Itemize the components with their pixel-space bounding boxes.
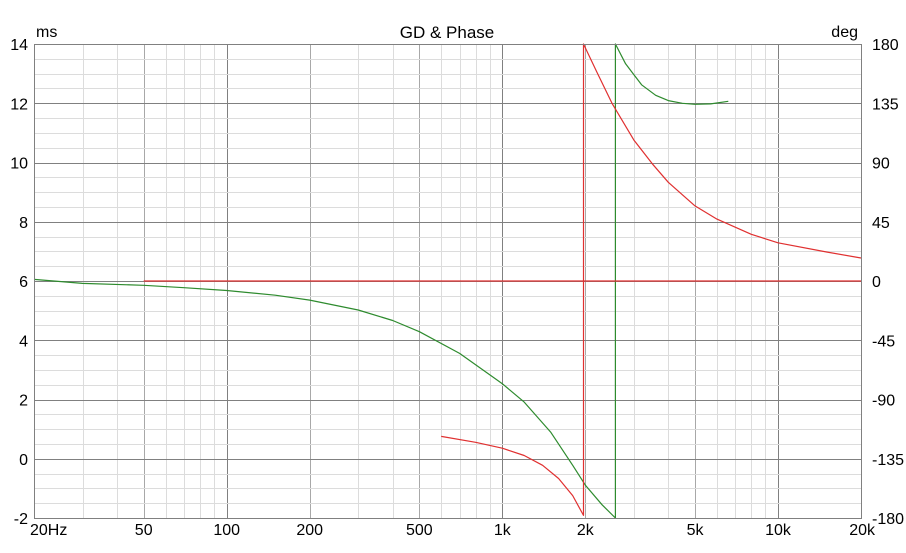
y-left-tick-label: 2 <box>19 393 28 410</box>
x-tick-label: 5k <box>687 522 705 539</box>
y-right-tick-label: -135 <box>872 452 904 469</box>
y-left-tick-label: -2 <box>14 511 28 528</box>
x-tick-label: 20k <box>849 522 876 539</box>
x-tick-label: 500 <box>406 522 433 539</box>
y-right-tick-label: -90 <box>872 393 895 410</box>
x-tick-label: 100 <box>213 522 240 539</box>
right-axis-unit: deg <box>831 24 858 41</box>
y-left-tick-label: 8 <box>19 215 28 232</box>
series-line-1 <box>33 43 729 519</box>
y-left-tick-label: 0 <box>19 452 28 469</box>
x-tick-label: 10k <box>765 522 792 539</box>
left-axis-unit: ms <box>36 24 57 41</box>
series-group <box>33 43 862 519</box>
y-left-tick-label: 6 <box>19 274 28 291</box>
y-right-tick-label: 0 <box>872 274 881 291</box>
y-right-tick-label: 135 <box>872 96 899 113</box>
y-right-tick-label: -45 <box>872 333 895 350</box>
y-right-tick-label: 45 <box>872 215 890 232</box>
x-tick-label: 2k <box>577 522 595 539</box>
tick-labels: 20Hz 50 100 200 500 1k 2k 5k 10k 20k 14 12 10 8 6 4 2 0 -2… <box>10 37 904 539</box>
chart-title: GD & Phase <box>400 23 495 42</box>
y-right-tick-label: -180 <box>872 511 904 528</box>
x-tick-label: 200 <box>296 522 323 539</box>
y-left-tick-label: 4 <box>19 333 28 350</box>
x-tick-label: 50 <box>135 522 153 539</box>
y-right-tick-label: 180 <box>872 37 899 54</box>
y-left-tick-label: 10 <box>10 156 28 173</box>
x-tick-label: 1k <box>494 522 512 539</box>
series-line-2 <box>441 43 862 516</box>
y-left-tick-label: 14 <box>10 37 28 54</box>
y-left-tick-label: 12 <box>10 96 28 113</box>
y-right-tick-label: 90 <box>872 156 890 173</box>
x-tick-label: 20Hz <box>30 522 67 539</box>
plot-frame <box>34 44 862 519</box>
